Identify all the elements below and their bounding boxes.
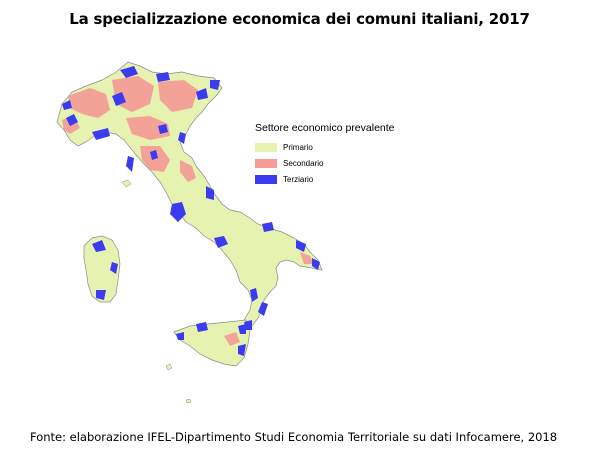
secondary-area-veneto bbox=[158, 80, 198, 112]
legend-title: Settore economico prevalente bbox=[255, 122, 395, 134]
legend-label-terziario: Terziario bbox=[283, 174, 314, 184]
legend-swatch-primario bbox=[255, 142, 277, 152]
tertiary-area-aosta bbox=[62, 100, 72, 110]
legend-label-secondario: Secondario bbox=[283, 158, 324, 168]
tertiary-area-palermo bbox=[196, 322, 208, 332]
tertiary-area-sardinia-north bbox=[92, 240, 106, 252]
tertiary-sector-areas bbox=[62, 66, 320, 356]
tertiary-area-venice bbox=[196, 88, 208, 100]
tertiary-area-calabria-east bbox=[258, 302, 268, 316]
tertiary-area-cagliari bbox=[96, 290, 106, 300]
tertiary-area-salento bbox=[312, 258, 320, 270]
tertiary-area-rome bbox=[170, 202, 186, 222]
tertiary-area-trieste bbox=[210, 80, 220, 90]
tertiary-area-milan bbox=[112, 92, 126, 106]
tertiary-area-turin bbox=[66, 114, 78, 126]
tertiary-area-bari bbox=[296, 240, 306, 252]
tertiary-area-alps bbox=[120, 66, 138, 78]
tertiary-area-trapani bbox=[176, 332, 184, 340]
sardinia-outline bbox=[83, 235, 121, 303]
tertiary-area-messina bbox=[238, 324, 246, 334]
tertiary-area-gargano bbox=[262, 222, 274, 232]
legend-item-primario: Primario bbox=[255, 139, 415, 155]
secondary-area-marche bbox=[180, 160, 196, 182]
legend-swatch-terziario bbox=[255, 174, 277, 184]
tertiary-area-rimini bbox=[178, 132, 186, 144]
legend-item-terziario: Terziario bbox=[255, 171, 415, 187]
tertiary-area-bologna bbox=[158, 124, 168, 134]
legend-label-primario: Primario bbox=[283, 142, 313, 152]
sicily bbox=[173, 319, 251, 367]
sicily-outline bbox=[173, 319, 251, 367]
legend-swatch-secondario bbox=[255, 158, 277, 168]
secondary-area-apulia bbox=[300, 252, 314, 264]
secondary-area-sicily bbox=[224, 332, 240, 346]
tertiary-area-genoa bbox=[92, 128, 110, 140]
lampedusa-island bbox=[185, 398, 192, 404]
tertiary-area-tuscan-coast bbox=[126, 156, 134, 172]
tertiary-area-naples bbox=[214, 236, 228, 248]
secondary-area-emilia bbox=[126, 116, 170, 140]
mainland-outline bbox=[56, 61, 323, 331]
small-islands bbox=[121, 179, 192, 404]
tertiary-area-sardinia-east bbox=[110, 262, 118, 274]
secondary-sector-areas bbox=[62, 76, 314, 346]
legend-item-secondario: Secondario bbox=[255, 155, 415, 171]
tertiary-area-abruzzo bbox=[206, 186, 214, 200]
mainland-italy bbox=[56, 61, 323, 331]
sardinia bbox=[83, 235, 121, 303]
secondary-area-northwest bbox=[68, 88, 110, 118]
pantelleria-island bbox=[165, 363, 173, 371]
elba-island bbox=[121, 179, 132, 188]
source-note: Fonte: elaborazione IFEL-Dipartimento St… bbox=[30, 430, 558, 444]
tertiary-area-trentino bbox=[156, 72, 170, 82]
tertiary-area-florence bbox=[150, 150, 158, 160]
tertiary-area-calabria-west bbox=[250, 288, 258, 302]
tertiary-area-catania bbox=[238, 344, 246, 356]
map-title: La specializzazione economica dei comuni… bbox=[69, 10, 530, 28]
map-legend: Settore economico prevalente Primario Se… bbox=[255, 122, 415, 187]
